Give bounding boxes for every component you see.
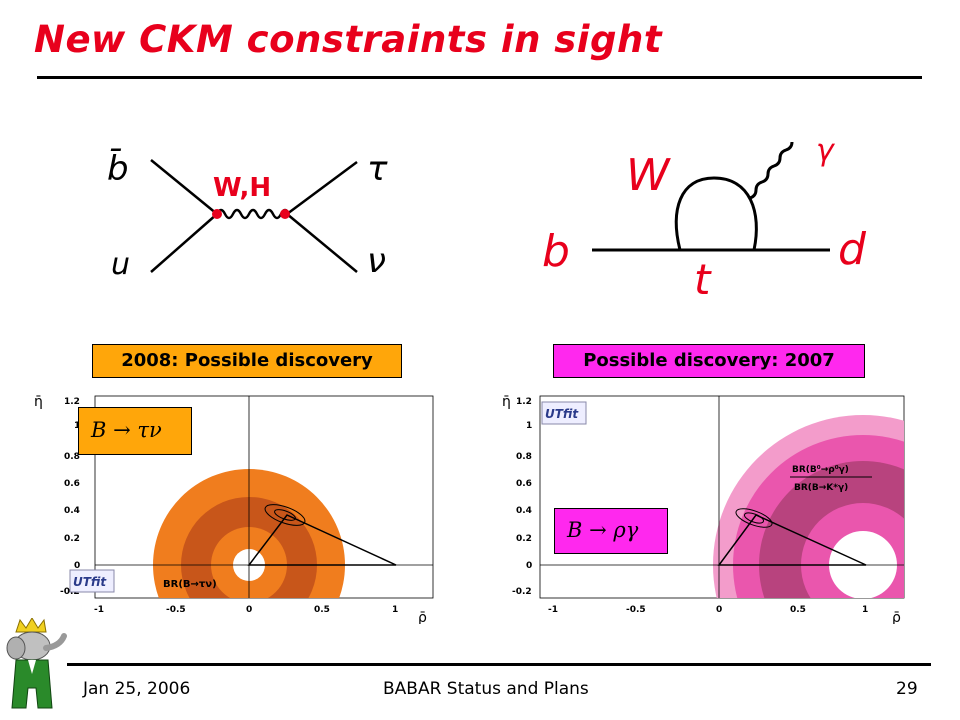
lepton-line-tau [287,162,357,214]
photon-line [750,142,792,198]
y-tick: -0.2 [512,587,532,597]
process-box-brhogamma: B → ργ [554,508,668,554]
y-tick: 0.2 [516,534,532,544]
feynman-diagram-penguin: W γ b d t [530,130,890,305]
process-label: B → ργ [567,518,638,542]
label-gamma: γ [816,133,836,168]
x-tick: 0 [246,605,252,615]
plot-brhogamma: 1.2 1 0.8 0.6 0.4 0.2 0 -0.2 -1 -0.5 0 0… [480,384,912,624]
page-number: 29 [896,679,918,699]
y-tick: 0.4 [64,506,80,516]
babar-elephant-logo [2,618,72,718]
y-tick: 1.2 [64,397,80,407]
label-nu: ν [367,241,386,281]
label-tau: τ [367,149,388,189]
y-axis-label: η̄ [34,394,43,410]
w-loop [676,178,756,250]
footer-rule [67,663,931,666]
y-tick: 0.4 [516,506,532,516]
x-tick: -0.5 [626,605,646,615]
footer-date: Jan 25, 2006 [83,679,190,699]
br-annotation: BR(B→τν) [163,579,217,590]
y-tick: 0.8 [516,452,532,462]
process-box-btaunu: B → τν [78,407,192,455]
x-tick: -1 [94,605,104,615]
utfit-badge: UTfit [545,407,579,421]
vertex-right [280,209,290,219]
title-rule [37,76,922,79]
x-tick: 0.5 [314,605,330,615]
vertex-left [212,209,222,219]
x-tick: 1 [392,605,398,615]
x-axis-label: ρ̄ [418,610,427,624]
br-annotation-numerator: BR(B⁰→ρ⁰γ) [792,465,849,475]
label-w: W [626,150,671,201]
label-w-h: W,H [213,173,271,203]
label-2008-discovery: 2008: Possible discovery [92,344,402,378]
y-tick: 1.2 [516,397,532,407]
quark-line-b [151,160,217,214]
x-tick: 0 [716,605,722,615]
crown [16,618,46,632]
y-tick: 1 [526,421,532,431]
y-tick: 0.6 [64,479,80,489]
y-axis-label: η̄ [502,394,511,410]
br-annotation-denominator: BR(B→K*γ) [794,483,848,493]
feynman-diagram-btaunu: b̄ u W,H τ ν [95,138,415,298]
utfit-badge: UTfit [73,575,107,589]
label-b: b [542,226,570,277]
y-tick: 0 [526,561,532,571]
label-t: t [694,255,712,304]
x-axis-label: ρ̄ [892,610,901,624]
lepton-line-nu [287,214,357,272]
x-tick: -1 [548,605,558,615]
footer-title: BABAR Status and Plans [383,679,589,699]
x-tick: 1 [862,605,868,615]
process-label: B → τν [91,418,162,442]
y-tick: 0.2 [64,534,80,544]
slide-title: New CKM constraints in sight [34,18,662,61]
boson-propagator [217,210,289,218]
label-d: d [838,224,867,275]
elephant-ear [7,637,25,659]
y-tick: 0.6 [516,479,532,489]
label-u: u [111,247,130,282]
label-bbar: b̄ [107,148,129,189]
quark-line-u [151,214,217,272]
label-2007-discovery: Possible discovery: 2007 [553,344,865,378]
x-tick: 0.5 [790,605,806,615]
x-tick: -0.5 [166,605,186,615]
